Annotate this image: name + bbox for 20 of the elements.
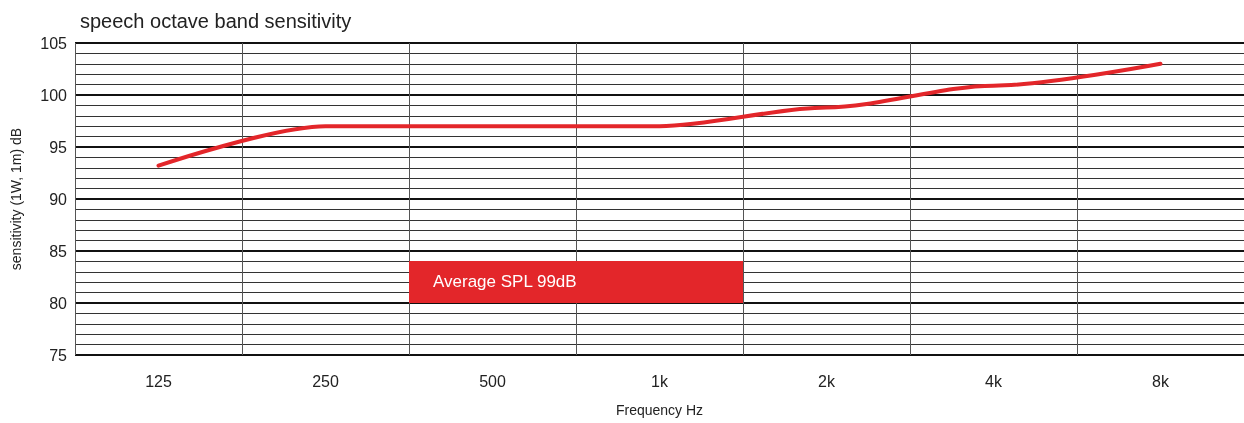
annotation: Average SPL 99dB bbox=[433, 272, 577, 293]
y-tick-label: 85 bbox=[49, 242, 68, 260]
y-axis-title: sensitivity (1W, 1m) dB bbox=[8, 127, 24, 271]
y-tick-label: 105 bbox=[40, 34, 68, 52]
x-axis-title: Frequency Hz bbox=[615, 402, 704, 418]
y-tick-label: 75 bbox=[49, 346, 68, 364]
x-tick-label: 250 bbox=[312, 372, 339, 390]
y-tick-label: 95 bbox=[49, 138, 68, 156]
x-tick-label: 2k bbox=[818, 372, 836, 390]
line-series bbox=[156, 61, 1163, 168]
y-tick-label: 80 bbox=[49, 294, 68, 312]
x-tick-label: 1k bbox=[651, 372, 669, 390]
y-tick-label: 100 bbox=[40, 86, 68, 104]
x-tick-label: 8k bbox=[1152, 372, 1170, 390]
x-tick-label: 125 bbox=[145, 372, 172, 390]
x-tick-label: 4k bbox=[985, 372, 1003, 390]
chart-title: speech octave band sensitivity bbox=[80, 10, 352, 32]
x-tick-label: 500 bbox=[479, 372, 506, 390]
y-tick-label: 90 bbox=[49, 190, 68, 208]
note-box: Average SPL 99dB bbox=[409, 261, 743, 303]
